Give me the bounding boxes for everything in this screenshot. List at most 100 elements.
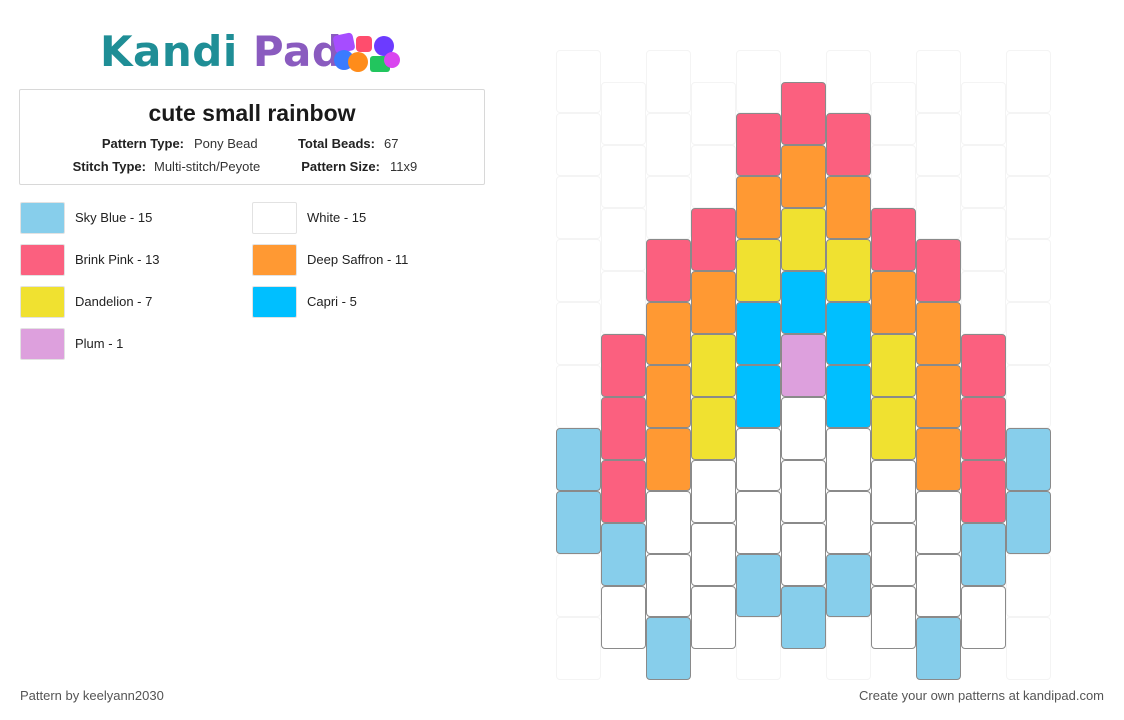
empty-bead-slot <box>916 50 961 113</box>
legend-label: Plum - 1 <box>75 336 124 351</box>
bead <box>691 271 736 334</box>
empty-bead-slot <box>1006 113 1051 176</box>
bead <box>826 428 871 491</box>
empty-bead-slot <box>601 271 646 334</box>
bead <box>871 586 916 649</box>
pattern-type-value: Pony Bead <box>194 136 258 151</box>
empty-bead-slot <box>1006 50 1051 113</box>
pattern-info-card: cute small rainbow Pattern Type: Pony Be… <box>19 89 485 185</box>
empty-bead-slot <box>1006 365 1051 428</box>
empty-bead-slot <box>1006 239 1051 302</box>
bead <box>601 397 646 460</box>
bead <box>736 302 781 365</box>
bead <box>916 302 961 365</box>
beads-logo-icon <box>333 32 400 72</box>
empty-bead-slot <box>691 82 736 145</box>
bead <box>691 208 736 271</box>
bead <box>691 334 736 397</box>
pattern-size-value: 11x9 <box>390 159 418 174</box>
bead <box>646 617 691 680</box>
pattern-size-label: Pattern Size: <box>301 159 380 174</box>
empty-bead-slot <box>601 82 646 145</box>
bead <box>826 113 871 176</box>
empty-bead-slot <box>646 113 691 176</box>
bead <box>826 302 871 365</box>
legend-label: Capri - 5 <box>307 294 357 309</box>
bead <box>961 460 1006 523</box>
stitch-type-value: Multi-stitch/Peyote <box>154 159 261 174</box>
bead <box>781 460 826 523</box>
bead <box>601 586 646 649</box>
bead <box>736 113 781 176</box>
empty-bead-slot <box>556 176 601 239</box>
bead <box>646 365 691 428</box>
empty-bead-slot <box>826 617 871 680</box>
empty-bead-slot <box>1006 554 1051 617</box>
pattern-credit[interactable]: Pattern by keelyann2030 <box>20 688 164 703</box>
legend-label: Sky Blue - 15 <box>75 210 153 225</box>
total-beads-value: 67 <box>384 136 399 151</box>
bead <box>691 523 736 586</box>
empty-bead-slot <box>556 617 601 680</box>
kandipad-promo-link[interactable]: Create your own patterns at kandipad.com <box>859 688 1104 703</box>
bead <box>961 334 1006 397</box>
color-swatch <box>20 244 65 276</box>
color-swatch <box>20 286 65 318</box>
bead <box>781 334 826 397</box>
bead <box>781 397 826 460</box>
empty-bead-slot <box>646 50 691 113</box>
bead <box>736 428 781 491</box>
legend-label: Deep Saffron - 11 <box>307 252 409 267</box>
legend-label: Brink Pink - 13 <box>75 252 160 267</box>
bead <box>736 491 781 554</box>
empty-bead-slot <box>556 365 601 428</box>
empty-bead-slot <box>961 208 1006 271</box>
bead <box>961 586 1006 649</box>
empty-bead-slot <box>1006 176 1051 239</box>
bead <box>916 365 961 428</box>
empty-bead-slot <box>961 82 1006 145</box>
stitch-type-label: Stitch Type: <box>72 159 146 174</box>
color-swatch <box>252 244 297 276</box>
bead <box>646 554 691 617</box>
bead <box>781 271 826 334</box>
bead <box>1006 428 1051 491</box>
bead <box>556 428 601 491</box>
bead <box>646 491 691 554</box>
empty-bead-slot <box>601 208 646 271</box>
bead <box>916 554 961 617</box>
bead <box>601 460 646 523</box>
bead <box>736 176 781 239</box>
empty-bead-slot <box>601 145 646 208</box>
kandi-pad-logo[interactable]: Kandi Pad <box>100 28 410 76</box>
bead <box>871 397 916 460</box>
empty-bead-slot <box>961 145 1006 208</box>
empty-bead-slot <box>556 113 601 176</box>
bead <box>826 365 871 428</box>
bead <box>961 523 1006 586</box>
bead <box>826 491 871 554</box>
bead <box>736 554 781 617</box>
empty-bead-slot <box>916 113 961 176</box>
empty-bead-slot <box>556 554 601 617</box>
bead <box>781 82 826 145</box>
empty-bead-slot <box>556 302 601 365</box>
bead <box>961 397 1006 460</box>
bead <box>871 523 916 586</box>
bead <box>691 460 736 523</box>
bead <box>601 523 646 586</box>
empty-bead-slot <box>871 145 916 208</box>
bead <box>556 491 601 554</box>
pattern-type-label: Pattern Type: <box>101 136 184 151</box>
bead <box>646 428 691 491</box>
bead <box>916 239 961 302</box>
empty-bead-slot <box>736 617 781 680</box>
bead <box>826 554 871 617</box>
color-swatch <box>20 202 65 234</box>
color-swatch <box>252 202 297 234</box>
bead <box>871 334 916 397</box>
bead <box>916 428 961 491</box>
empty-bead-slot <box>871 82 916 145</box>
empty-bead-slot <box>826 50 871 113</box>
